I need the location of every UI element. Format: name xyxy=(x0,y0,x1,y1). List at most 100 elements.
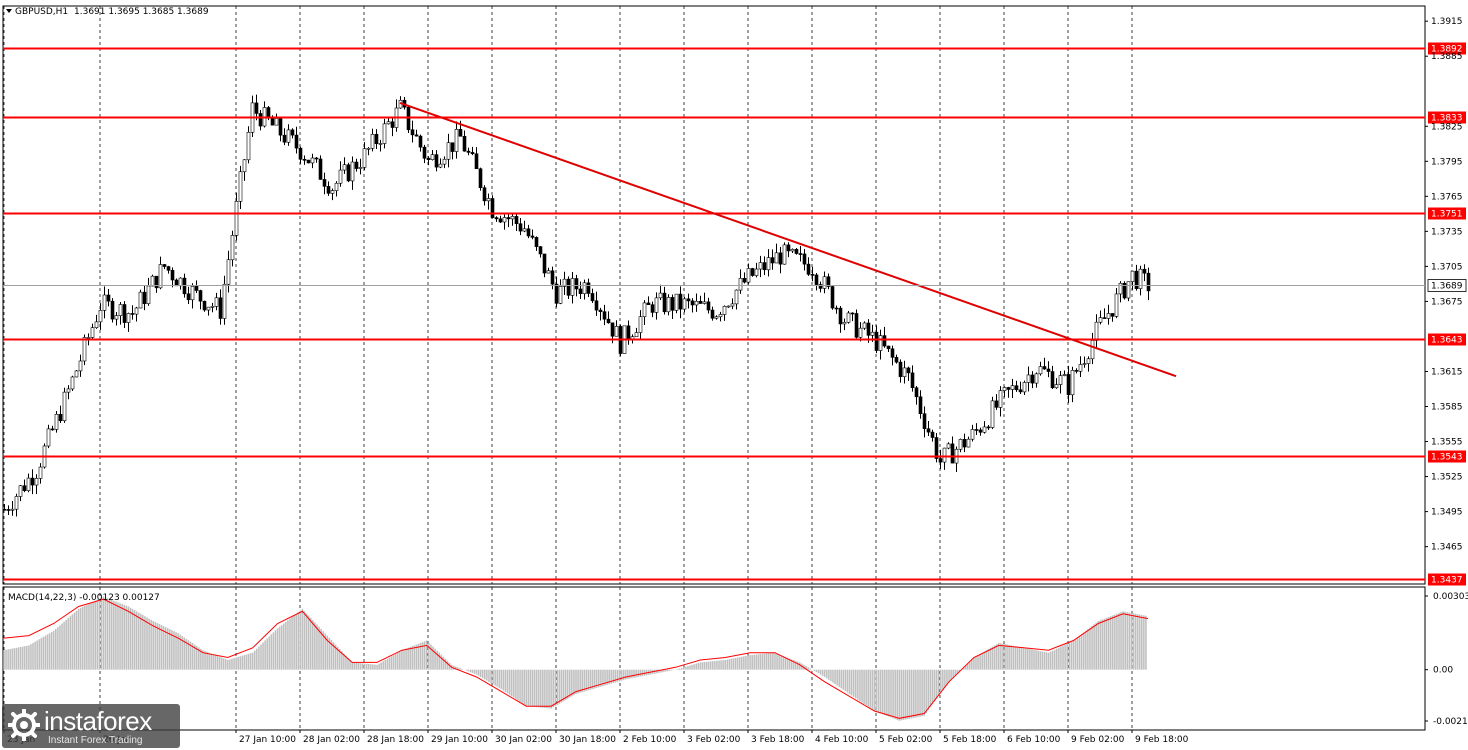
candle-body xyxy=(662,292,667,313)
watermark-brand: instaforex xyxy=(44,706,152,736)
candle-body xyxy=(162,264,167,267)
candle-body xyxy=(1134,270,1139,289)
candle-body xyxy=(1102,317,1107,319)
candle-body xyxy=(246,131,251,161)
candle-body xyxy=(594,300,599,311)
candle-body xyxy=(794,249,799,254)
symbol-label: GBPUSD,H1 xyxy=(15,7,68,17)
time-tick-label: 5 Feb 18:00 xyxy=(943,735,997,745)
candle-body xyxy=(766,257,771,271)
candle-body xyxy=(26,477,31,491)
candle-body xyxy=(930,431,935,438)
candle-body xyxy=(894,357,899,363)
candle-body xyxy=(494,217,499,220)
time-tick-label: 2 Feb 10:00 xyxy=(623,735,677,745)
candle-body xyxy=(78,360,83,372)
level-tag xyxy=(1428,42,1466,55)
candle-body xyxy=(746,268,751,283)
current-price-label: 1.3689 xyxy=(1431,282,1463,292)
candle-body xyxy=(202,300,207,311)
candle-body xyxy=(194,286,199,291)
candle-body xyxy=(634,332,639,338)
price-tick-label: 1.3585 xyxy=(1431,403,1463,413)
candle-body xyxy=(646,302,651,306)
candle-body xyxy=(1034,373,1039,384)
price-tick-label: 1.3675 xyxy=(1431,297,1463,307)
candle-body xyxy=(226,259,231,285)
candle-body xyxy=(462,136,467,152)
candle-body xyxy=(926,428,931,433)
candle-body xyxy=(134,307,139,315)
candle-body xyxy=(478,168,483,188)
price-axis: 1.3915 1.3885 1.3825 1.3795 1.3765 1.3735 1.37… xyxy=(3,17,1467,553)
candle-body xyxy=(998,390,1003,408)
candle-body xyxy=(90,327,95,338)
candle-body xyxy=(830,286,835,309)
candle-body xyxy=(1062,374,1067,376)
watermark-tagline: Instant Forex Trading xyxy=(48,735,143,746)
candle-body xyxy=(586,282,591,294)
candle-body xyxy=(934,437,939,459)
candle-body xyxy=(1114,293,1119,317)
candle-body xyxy=(390,121,395,128)
level-tag xyxy=(1428,450,1466,463)
candle-body xyxy=(610,322,615,337)
candle-body xyxy=(1106,313,1111,319)
candle-body xyxy=(782,244,787,265)
price-tick-label: 1.3525 xyxy=(1431,473,1463,483)
price-tick-label: 1.3885 xyxy=(1431,52,1463,62)
gear-icon xyxy=(8,709,40,741)
candle-body xyxy=(1022,382,1027,393)
candle-body xyxy=(566,278,571,296)
candle-body xyxy=(798,253,803,255)
candle-body xyxy=(450,142,455,152)
candle-body xyxy=(206,306,211,311)
candle-body xyxy=(1078,364,1083,372)
price-tick-label: 1.3465 xyxy=(1431,543,1463,553)
candle-body xyxy=(470,152,475,155)
candle-body xyxy=(602,311,607,320)
candle-body xyxy=(1094,321,1099,341)
candle-body xyxy=(22,485,27,491)
candle-body xyxy=(482,187,487,202)
candle-body xyxy=(146,285,151,304)
candle-body xyxy=(990,400,995,428)
symbol-dropdown-icon[interactable] xyxy=(6,9,12,13)
candle-body xyxy=(554,283,559,304)
candle-body xyxy=(330,190,335,194)
candle-body xyxy=(426,157,431,160)
candle-body xyxy=(694,300,699,306)
candle-body xyxy=(1010,385,1015,390)
candle-body xyxy=(258,113,263,127)
price-tick-label: 1.3495 xyxy=(1431,508,1463,518)
candle-body xyxy=(370,134,375,149)
macd-signal-path xyxy=(3,598,1149,719)
candle-body xyxy=(2,508,7,511)
main-panel-frame xyxy=(2,5,1426,585)
candle-body xyxy=(834,307,839,310)
candle-body xyxy=(922,413,927,430)
candle-body xyxy=(1074,370,1079,372)
candle-body xyxy=(474,153,479,170)
candle-body xyxy=(674,293,679,311)
candle-body xyxy=(878,335,883,351)
candle-body xyxy=(862,322,867,329)
candle-body xyxy=(1122,283,1127,299)
price-tick-label: 1.3915 xyxy=(1431,17,1463,27)
candle-body xyxy=(534,237,539,247)
candle-body xyxy=(178,277,183,287)
candle-body xyxy=(866,322,871,336)
candle-body xyxy=(198,290,203,302)
candle-body xyxy=(210,306,215,308)
level-tag xyxy=(1428,207,1466,220)
candle-body xyxy=(466,150,471,153)
candle-body xyxy=(822,276,827,289)
candle-body xyxy=(582,282,587,294)
candle-body xyxy=(150,275,155,287)
candle-body xyxy=(170,270,175,281)
candle-body xyxy=(818,284,823,289)
macd-signal-line xyxy=(3,598,1149,719)
candle-body xyxy=(898,361,903,377)
candle-body xyxy=(362,148,367,168)
candle-body xyxy=(278,118,283,136)
